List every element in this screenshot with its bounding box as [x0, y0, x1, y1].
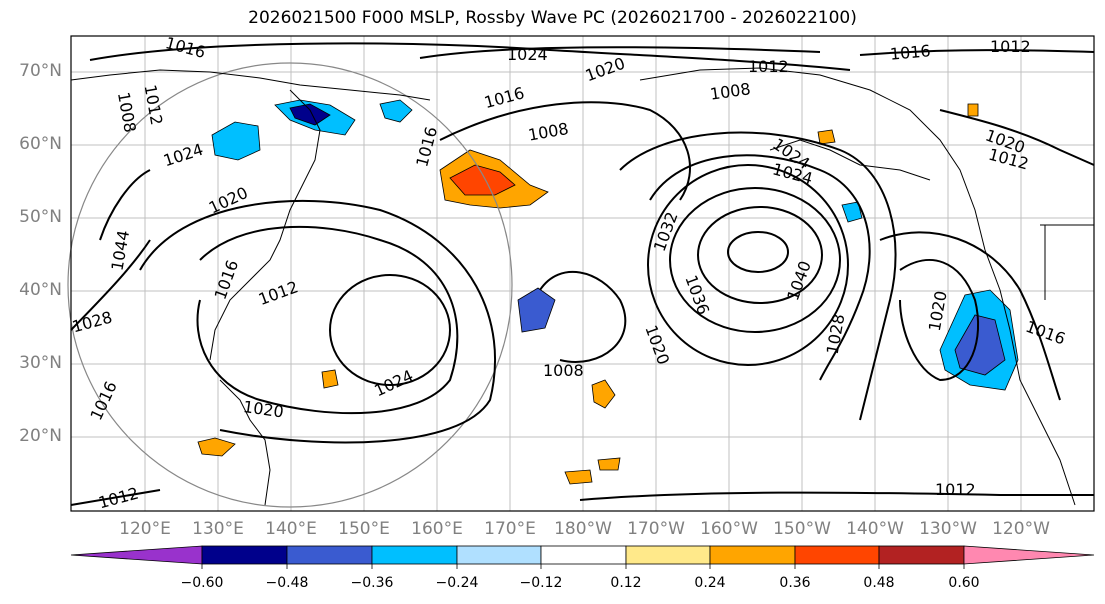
latitude-label: 30°N [19, 353, 62, 373]
isobars [70, 42, 1095, 506]
latitude-label: 70°N [19, 61, 62, 81]
graticule [71, 36, 1094, 511]
colorbar-tick-label: 0.24 [694, 575, 726, 591]
positive-anomaly-patch [591, 379, 616, 409]
latitude-label: 40°N [19, 280, 62, 300]
isobar-1016-ne [859, 49, 1095, 56]
contour-label: 1016 [889, 41, 931, 63]
longitude-label: 170°W [627, 519, 685, 539]
colorbar-tick-label: −0.36 [350, 575, 394, 591]
longitude-label: 150°W [773, 519, 831, 539]
isobar-high-center [727, 231, 789, 273]
colorbar-tick-label: 0.48 [863, 575, 895, 591]
isobar-1036 [669, 187, 841, 333]
positive-anomaly-patch [967, 103, 979, 117]
isobar-1012-south [579, 491, 1094, 501]
map-frame [70, 35, 1095, 512]
longitude-label: 160°W [700, 519, 758, 539]
isobar-1020-ne [939, 109, 1095, 166]
isobar-1040 [697, 206, 823, 304]
longitude-label: 120°W [992, 519, 1050, 539]
isobar-1008-low [539, 271, 627, 363]
longitude-label: 150°E [338, 519, 390, 539]
negative-anomaly-core [289, 103, 331, 126]
contour-label: 1012 [748, 57, 789, 76]
map-title: 2026021500 F000 MSLP, Rossby Wave PC (20… [248, 8, 857, 28]
latitude-label: 50°N [19, 207, 62, 227]
isobar-1012-sw [70, 489, 161, 506]
colorbar-tick-label: −0.24 [435, 575, 479, 591]
colorbar-segment [456, 545, 542, 565]
longitude-label: 120°E [119, 519, 171, 539]
isobar-1016-east [879, 231, 1061, 401]
colorbar-tick-label: 0.60 [948, 575, 980, 591]
negative-anomaly-patch [841, 201, 863, 223]
negative-anomaly-patch [517, 287, 556, 333]
longitude-label: 130°E [192, 519, 244, 539]
isobar-1016-west [139, 199, 497, 444]
positive-anomaly-patch [564, 469, 593, 485]
longitude-label: 170°E [484, 519, 536, 539]
colorbar-tick-label: 0.12 [610, 575, 642, 591]
isobar-1024-west [329, 274, 451, 386]
isobar-1024-east [619, 131, 897, 421]
longitude-label: 140°W [846, 519, 904, 539]
colorbar-tick-label: −0.48 [265, 575, 309, 591]
isobar-1012-east [899, 259, 980, 382]
negative-anomaly-patch [211, 121, 261, 161]
colorbar-segment [709, 545, 796, 565]
colorbar-segment [794, 545, 880, 565]
coastlines [70, 67, 1094, 506]
positive-anomaly-patch [817, 129, 836, 145]
isobar-1024-north [419, 46, 821, 59]
isobar-1032 [647, 164, 849, 366]
positive-anomaly-core [449, 164, 516, 196]
latitude-label: 20°N [19, 426, 62, 446]
colorbar-tick-label: −0.60 [180, 575, 224, 591]
contour-label: 1024 [507, 45, 548, 64]
isobar-1028 [649, 154, 871, 381]
contour-label: 1012 [990, 37, 1031, 56]
isobar-1044-w [99, 169, 151, 241]
colorbar [70, 545, 1095, 569]
colorbar-tick-label: −0.12 [519, 575, 563, 591]
contour-label: 1012 [935, 480, 976, 499]
longitude-label: 130°W [919, 519, 977, 539]
colorbar-tick-label: 0.36 [779, 575, 811, 591]
longitude-label: 160°E [411, 519, 463, 539]
latitude-label: 60°N [19, 134, 62, 154]
colorbar-min-extension [70, 545, 203, 565]
colorbar-segment [625, 545, 711, 565]
colorbar-segment [371, 545, 458, 565]
colorbar-max-extension [963, 545, 1095, 565]
longitude-label: 180°W [554, 519, 612, 539]
positive-anomaly-patch [597, 457, 621, 471]
positive-anomaly-patch [321, 369, 339, 389]
isobar-1028-w [70, 239, 151, 331]
colorbar-segment [540, 545, 627, 565]
longitude-label: 140°E [265, 519, 317, 539]
anomaly-shading [197, 99, 1019, 485]
positive-anomaly-patch [197, 437, 236, 457]
isobar-1008 [439, 101, 691, 201]
reference-circle [67, 62, 513, 508]
negative-anomaly-patch [379, 99, 413, 123]
contour-label: 1008 [543, 361, 584, 380]
isobar-1020-west [196, 225, 459, 415]
colorbar-segment [878, 545, 965, 565]
negative-anomaly-core [954, 314, 1006, 376]
colorbar-segment [201, 545, 288, 565]
colorbar-segment [286, 545, 373, 565]
